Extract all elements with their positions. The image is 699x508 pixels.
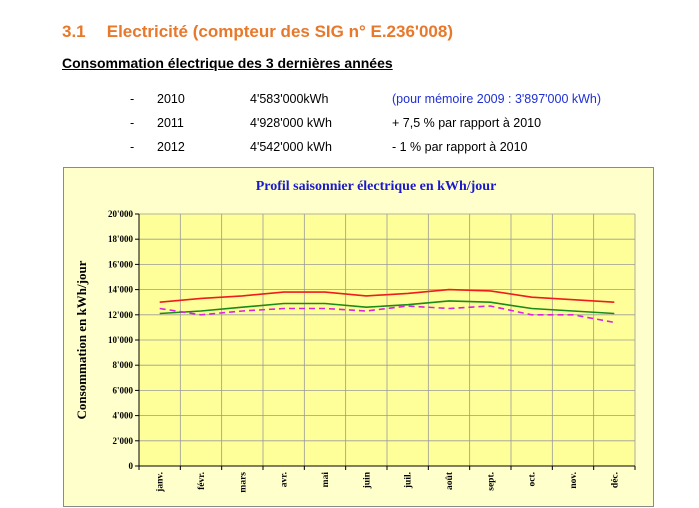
chart-title: Profil saisonnier électrique en kWh/jour (256, 179, 497, 194)
x-tick-label: juin (362, 471, 372, 489)
row-note: - 1 % par rapport à 2010 (392, 140, 528, 154)
x-tick-label: avr. (280, 472, 290, 487)
y-tick-label: 10'000 (108, 335, 134, 345)
row-note: (pour mémoire 2009 : 3'897'000 kWh) (392, 92, 602, 106)
y-tick-label: 16'000 (108, 259, 134, 269)
section-title-text: Electricité (compteur des SIG n° E.236'0… (106, 22, 453, 41)
x-tick-label: juil. (404, 472, 414, 489)
y-tick-label: 20'000 (108, 209, 134, 219)
series-line (159, 300, 615, 315)
y-tick-label: 4'000 (112, 411, 133, 421)
row-bullet: - (130, 92, 135, 106)
section-title: 3.1 Electricité (compteur des SIG n° E.2… (62, 22, 453, 42)
x-tick-label: août (445, 471, 455, 490)
y-tick-label: 12'000 (108, 310, 134, 320)
row-value: 4'542'000 kWh (250, 140, 332, 154)
row-bullet: - (130, 140, 135, 154)
row-year: 2012 (157, 140, 185, 154)
chart-frame: Profil saisonnier électrique en kWh/jour… (63, 167, 654, 507)
consumption-subheading: Consommation électrique des 3 dernières … (62, 55, 393, 71)
y-tick-label: 2'000 (112, 436, 133, 446)
x-tick-label: févr. (197, 472, 207, 490)
y-tick-label: 6'000 (112, 385, 133, 395)
y-tick-label: 0 (129, 461, 134, 471)
x-tick-label: mai (321, 472, 331, 488)
series-line (159, 288, 615, 303)
row-bullet: - (130, 116, 135, 130)
seasonal-profile-chart: Profil saisonnier électrique en kWh/jour… (74, 179, 636, 493)
x-tick-label: nov. (569, 472, 579, 489)
series-line (159, 305, 615, 324)
x-tick-label: oct. (528, 472, 538, 487)
row-year: 2011 (157, 116, 184, 130)
plot-area: 0 2'000 4'000 6'000 8'000 10'000 12'000 14'000 1… (108, 209, 636, 493)
y-tick-label: 18'000 (108, 234, 134, 244)
y-tick-label: 14'000 (108, 285, 134, 295)
x-tick-label: déc. (610, 472, 620, 488)
section-number: 3.1 (62, 22, 86, 41)
row-value: 4'928'000 kWh (250, 116, 332, 130)
y-axis-label: Consommation en kWh/jour (74, 260, 89, 419)
y-tick-label: 8'000 (112, 360, 133, 370)
row-value: 4'583'000kWh (250, 92, 329, 106)
row-note: + 7,5 % par rapport à 2010 (392, 116, 542, 130)
x-tick-label: sept. (486, 472, 496, 491)
x-tick-label: janv. (156, 472, 166, 493)
row-year: 2010 (157, 92, 185, 106)
x-tick-label: mars (238, 472, 248, 493)
